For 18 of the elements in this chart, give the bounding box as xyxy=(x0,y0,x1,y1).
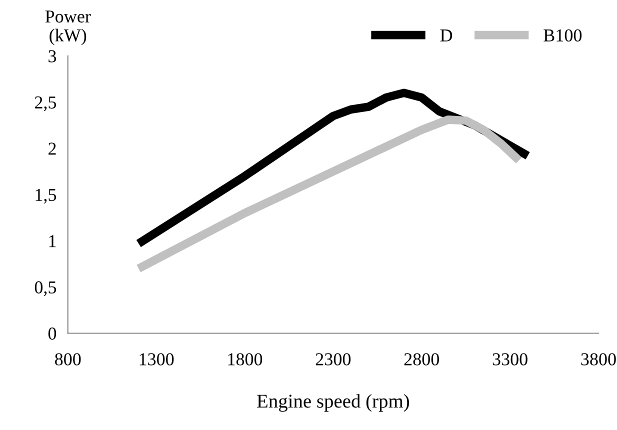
legend-label: D xyxy=(440,30,452,42)
y-tick-label: 2,5 xyxy=(34,96,56,112)
x-tick-label: 1300 xyxy=(140,353,174,366)
y-tick-label: 0,5 xyxy=(34,281,56,296)
legend-label: B100 xyxy=(544,29,582,42)
x-tick-label: 800 xyxy=(55,353,81,366)
x-tick-label: 2800 xyxy=(404,353,439,366)
x-tick-label: 3800 xyxy=(581,353,616,366)
y-tick-label: 1 xyxy=(49,235,56,248)
x-tick-label: 3300 xyxy=(492,353,528,366)
x-tick-label: 1800 xyxy=(228,353,262,366)
y-tick-label: 0 xyxy=(48,328,56,340)
y-tick-label: 1,5 xyxy=(36,188,56,204)
y-axis-title: Power (kW) xyxy=(45,10,91,46)
x-tick-label: 2300 xyxy=(316,353,351,366)
y-tick-label: 3 xyxy=(48,50,56,62)
x-axis-title: Engine speed (rpm) xyxy=(257,394,409,412)
y-tick-label: 2 xyxy=(48,142,56,155)
